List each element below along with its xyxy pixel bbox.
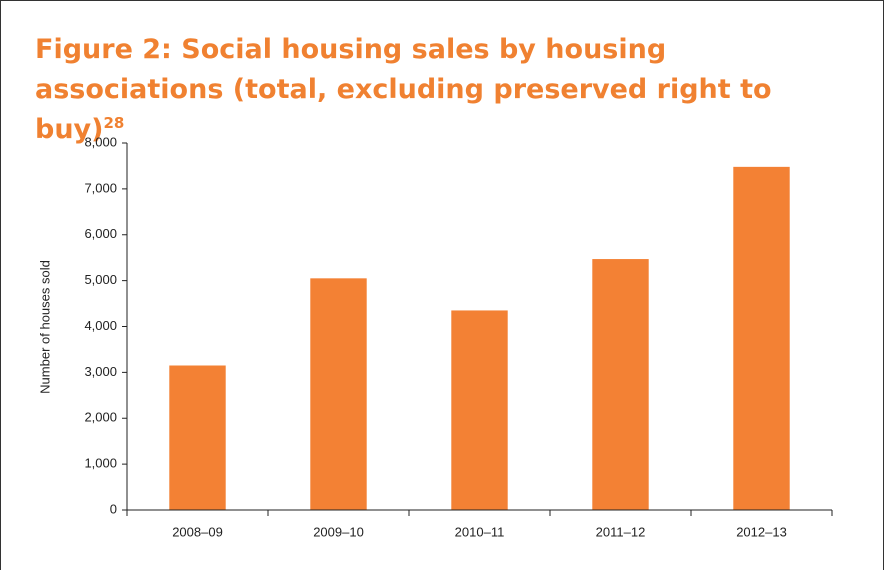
x-tick-label: 2012–13 — [736, 524, 787, 539]
chart-title: Figure 2: Social housing sales by housin… — [35, 34, 772, 145]
x-tick-label: 2008–09 — [172, 524, 223, 539]
bar — [310, 278, 367, 510]
bar — [592, 259, 649, 510]
bar — [169, 365, 226, 510]
y-axis-title: Number of houses sold — [37, 260, 52, 394]
y-tick-label: 8,000 — [84, 134, 117, 149]
y-tick-label: 3,000 — [84, 364, 117, 379]
bar — [451, 310, 508, 510]
y-tick-label: 4,000 — [84, 318, 117, 333]
y-tick-label: 6,000 — [84, 226, 117, 241]
title-footnote: 28 — [103, 114, 125, 132]
y-tick-label: 0 — [110, 501, 117, 516]
bar — [733, 166, 790, 511]
x-tick-label: 2011–12 — [596, 524, 646, 539]
y-tick-label: 1,000 — [84, 456, 117, 471]
y-tick-label: 2,000 — [84, 410, 117, 425]
x-tick-label: 2010–11 — [455, 524, 505, 539]
y-tick-label: 7,000 — [84, 180, 117, 195]
chart-title-block: Figure 2: Social housing sales by housin… — [35, 30, 835, 150]
y-tick-label: 5,000 — [84, 272, 117, 287]
x-tick-label: 2009–10 — [313, 524, 364, 539]
